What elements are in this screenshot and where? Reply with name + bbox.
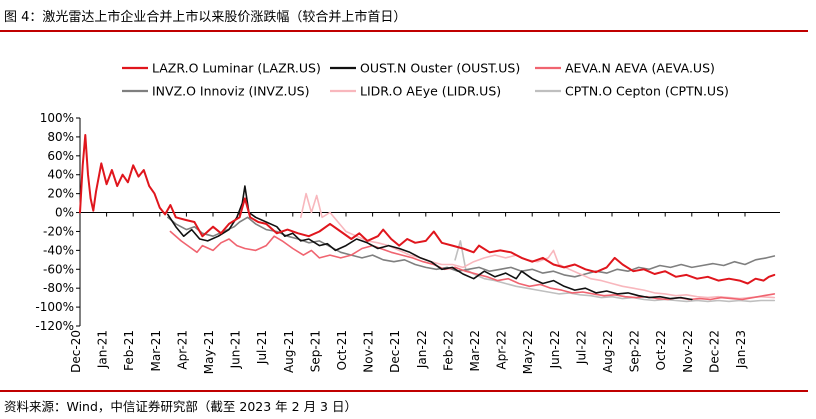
x-tick-label: Oct-22 [654, 330, 668, 370]
x-axis: Dec-20 Jan-21 Feb-21 Mar-21 Apr-21 May-21 Jun-… [69, 212, 780, 374]
x-tick-label: Feb-21 [122, 330, 136, 371]
x-tick-label: Mar-22 [468, 330, 482, 371]
x-tick-label: Nov-22 [681, 330, 695, 373]
line-chart: LAZR.O Luminar (LAZR.US) OUST.N Ouster (O… [35, 61, 780, 374]
series-line-0 [79, 134, 776, 285]
legend-label-1: OUST.N Ouster (OUST.US) [360, 61, 520, 76]
y-tick-label: -80% [43, 281, 74, 295]
source-note: 资料来源：Wind，中信证券研究部（截至 2023 年 2 月 3 日） [4, 399, 357, 414]
x-tick-label: Aug-22 [601, 330, 615, 373]
x-tick-label: Jan-21 [96, 330, 110, 369]
x-tick-label: May-21 [202, 330, 216, 374]
x-tick-label: Jul-21 [255, 330, 269, 365]
legend-label-5: CPTN.O Cepton (CPTN.US) [565, 84, 729, 99]
top-rule [0, 30, 808, 32]
x-tick-label: Dec-20 [69, 330, 83, 373]
y-tick-label: -100% [35, 300, 74, 314]
y-tick-label: -120% [35, 319, 74, 333]
y-tick-label: 60% [47, 149, 74, 163]
chart-legend: LAZR.O Luminar (LAZR.US) OUST.N Ouster (O… [122, 61, 729, 99]
x-tick-label: Jun-22 [548, 330, 562, 369]
x-tick-label: Dec-22 [707, 330, 721, 373]
y-tick-label: 20% [47, 187, 74, 201]
legend-label-4: LIDR.O AEye (LIDR.US) [360, 84, 501, 99]
x-tick-label: Jul-22 [574, 330, 588, 365]
y-tick-label: 80% [47, 130, 74, 144]
legend-label-3: INVZ.O Innoviz (INVZ.US) [152, 84, 309, 99]
x-tick-label: Jan-23 [734, 330, 748, 369]
y-axis: -120% -100% -80% -60% -40% -20% 0% 20% 40% 60% 80%… [35, 111, 81, 333]
y-tick-label: 100% [40, 111, 74, 125]
y-tick-label: 0% [55, 206, 74, 220]
figure-title: 图 4：激光雷达上市企业合并上市以来股价涨跌幅（较合并上市首日） [4, 10, 407, 25]
x-tick-label: Apr-21 [175, 330, 189, 370]
y-tick-label: -20% [43, 224, 74, 238]
x-tick-label: Nov-21 [362, 330, 376, 373]
y-tick-label: -60% [43, 262, 74, 276]
series-line-2 [169, 230, 776, 301]
legend-label-2: AEVA.N AEVA (AEVA.US) [565, 61, 715, 76]
series-line-1 [167, 185, 693, 301]
x-tick-label: Dec-21 [388, 330, 402, 373]
x-tick-label: Jan-22 [415, 330, 429, 369]
x-tick-label: Jun-21 [229, 330, 243, 369]
bottom-rule [0, 390, 808, 392]
x-tick-label: May-22 [521, 330, 535, 374]
x-tick-label: Sep-22 [628, 330, 642, 372]
x-tick-label: Feb-22 [441, 330, 455, 371]
legend-label-0: LAZR.O Luminar (LAZR.US) [152, 61, 321, 76]
x-tick-label: Apr-22 [495, 330, 509, 370]
y-tick-label: 40% [47, 168, 74, 182]
series-line-3 [167, 216, 776, 278]
x-tick-label: Oct-21 [335, 330, 349, 370]
x-tick-label: Mar-21 [149, 330, 163, 371]
x-tick-label: Aug-21 [282, 330, 296, 373]
x-tick-label: Sep-21 [308, 330, 322, 372]
y-tick-label: -40% [43, 243, 74, 257]
plot-series [79, 134, 776, 303]
